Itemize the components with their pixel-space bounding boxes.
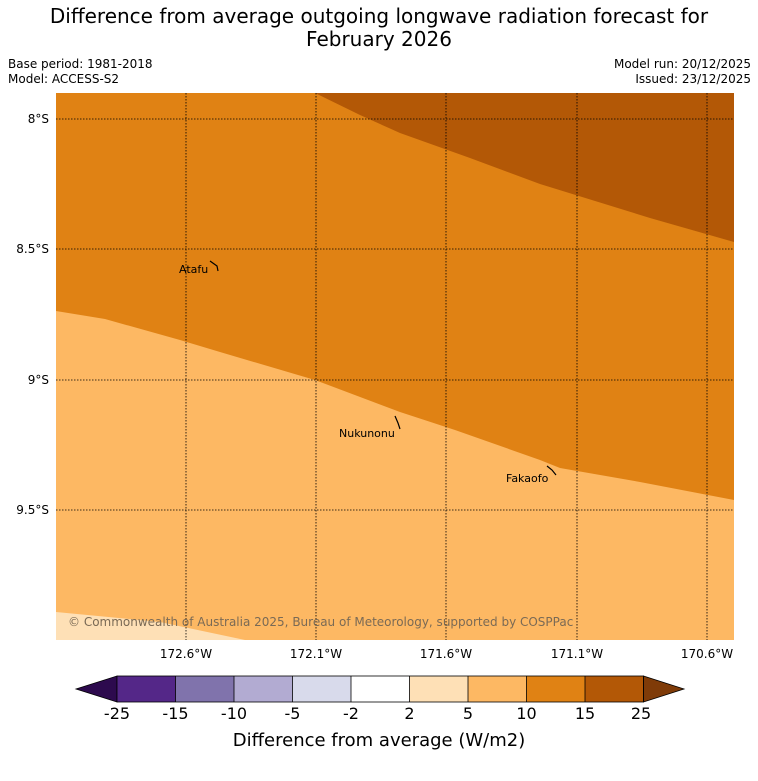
colorbar-seg-15-25 [585, 676, 644, 702]
model-run: Model run: 20/12/2025 [613, 57, 751, 71]
atafu-atoll [209, 260, 219, 272]
colorbar [74, 675, 686, 703]
lon-label-172-1w: 172.1°W [289, 647, 343, 661]
colorbar-dividers [175, 676, 586, 702]
map-area: Atafu Nukunonu Fakaofo © Commonwealth of… [56, 93, 734, 640]
colorbar-tick-neg25: -25 [103, 704, 131, 723]
lat-label-9-5s: 9.5°S [16, 503, 49, 517]
issued-date: Issued: 23/12/2025 [635, 72, 751, 86]
meta-left: Base period: 1981-2018 Model: ACCESS-S2 [8, 57, 153, 87]
colorbar-tick-neg10: -10 [220, 704, 248, 723]
place-nukunonu: Nukunonu [339, 427, 395, 440]
meta-right: Model run: 20/12/2025 Issued: 23/12/2025 [614, 57, 751, 87]
copyright-notice: © Commonwealth of Australia 2025, Bureau… [68, 615, 573, 629]
colorbar-tick-neg15: -15 [162, 704, 189, 723]
colorbar-tick-15: 15 [574, 704, 596, 723]
colorbar-seg-neg2-2 [351, 676, 410, 702]
place-atafu: Atafu [179, 263, 208, 276]
colorbar-seg-neg10-neg5 [234, 676, 293, 702]
colorbar-extend-low [74, 675, 118, 703]
nukunonu-atoll [394, 415, 401, 430]
colorbar-tick-neg2: -2 [343, 704, 359, 723]
chart-title: Difference from average outgoing longwav… [0, 5, 758, 51]
colorbar-seg-2-5 [409, 676, 468, 702]
colorbar-seg-neg25-neg15 [117, 676, 176, 702]
gridlines [56, 93, 734, 640]
lat-label-8-5s: 8.5°S [16, 242, 49, 256]
colorbar-seg-5-10 [468, 676, 527, 702]
lon-label-170-6w: 170.6°W [680, 647, 734, 661]
lon-label-171-1w: 171.1°W [550, 647, 604, 661]
fakaofo-atoll [546, 465, 557, 476]
place-fakaofo: Fakaofo [506, 472, 549, 485]
colorbar-outline [116, 675, 644, 703]
colorbar-tick-25: 25 [630, 704, 652, 723]
colorbar-tick-2: 2 [404, 704, 415, 723]
lon-label-172-6w: 172.6°W [159, 647, 213, 661]
colorbar-seg-10-15 [526, 676, 585, 702]
title-line-2: February 2026 [306, 27, 452, 51]
band-15-25 [315, 93, 734, 242]
base-period: Base period: 1981-2018 [8, 57, 153, 71]
colorbar-seg-neg15-neg10 [175, 676, 234, 702]
colorbar-extend-high [643, 675, 686, 703]
colorbar-title: Difference from average (W/m2) [232, 730, 526, 751]
atolls [209, 260, 557, 476]
model-name: Model: ACCESS-S2 [8, 72, 120, 86]
band-10-15 [56, 93, 734, 500]
colorbar-seg-neg5-neg2 [292, 676, 351, 702]
colorbar-tick-10: 10 [516, 704, 537, 723]
lat-label-9s: 9°S [27, 373, 49, 387]
colorbar-tick-neg5: -5 [284, 704, 301, 723]
lon-label-171-6w: 171.6°W [419, 647, 473, 661]
colorbar-tick-5: 5 [462, 704, 474, 723]
lat-label-8s: 8°S [27, 112, 49, 126]
title-line-1: Difference from average outgoing longwav… [49, 4, 709, 28]
